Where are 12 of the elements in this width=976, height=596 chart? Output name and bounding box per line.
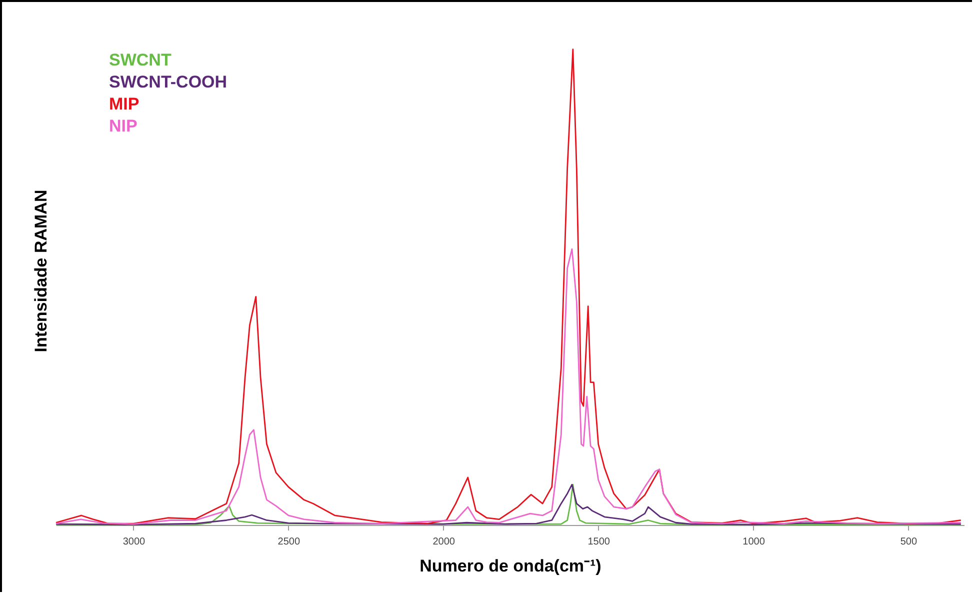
x-tick-label: 500	[900, 536, 918, 548]
text: SWCNT	[109, 50, 172, 70]
x-axis-title: Numero de onda(cm⁻¹)	[420, 556, 602, 576]
x-tick-label: 2500	[278, 536, 300, 548]
x-tick-label: 2000	[432, 536, 456, 548]
text: NIP	[109, 116, 138, 136]
text: SWCNT-COOH	[109, 72, 228, 92]
y-axis-title: Intensidade RAMAN	[32, 190, 50, 352]
x-tick-label: 1500	[588, 536, 610, 548]
text: MIP	[109, 94, 140, 114]
x-tick-label: 1000	[742, 536, 766, 548]
x-tick-label: 3000	[122, 536, 146, 548]
